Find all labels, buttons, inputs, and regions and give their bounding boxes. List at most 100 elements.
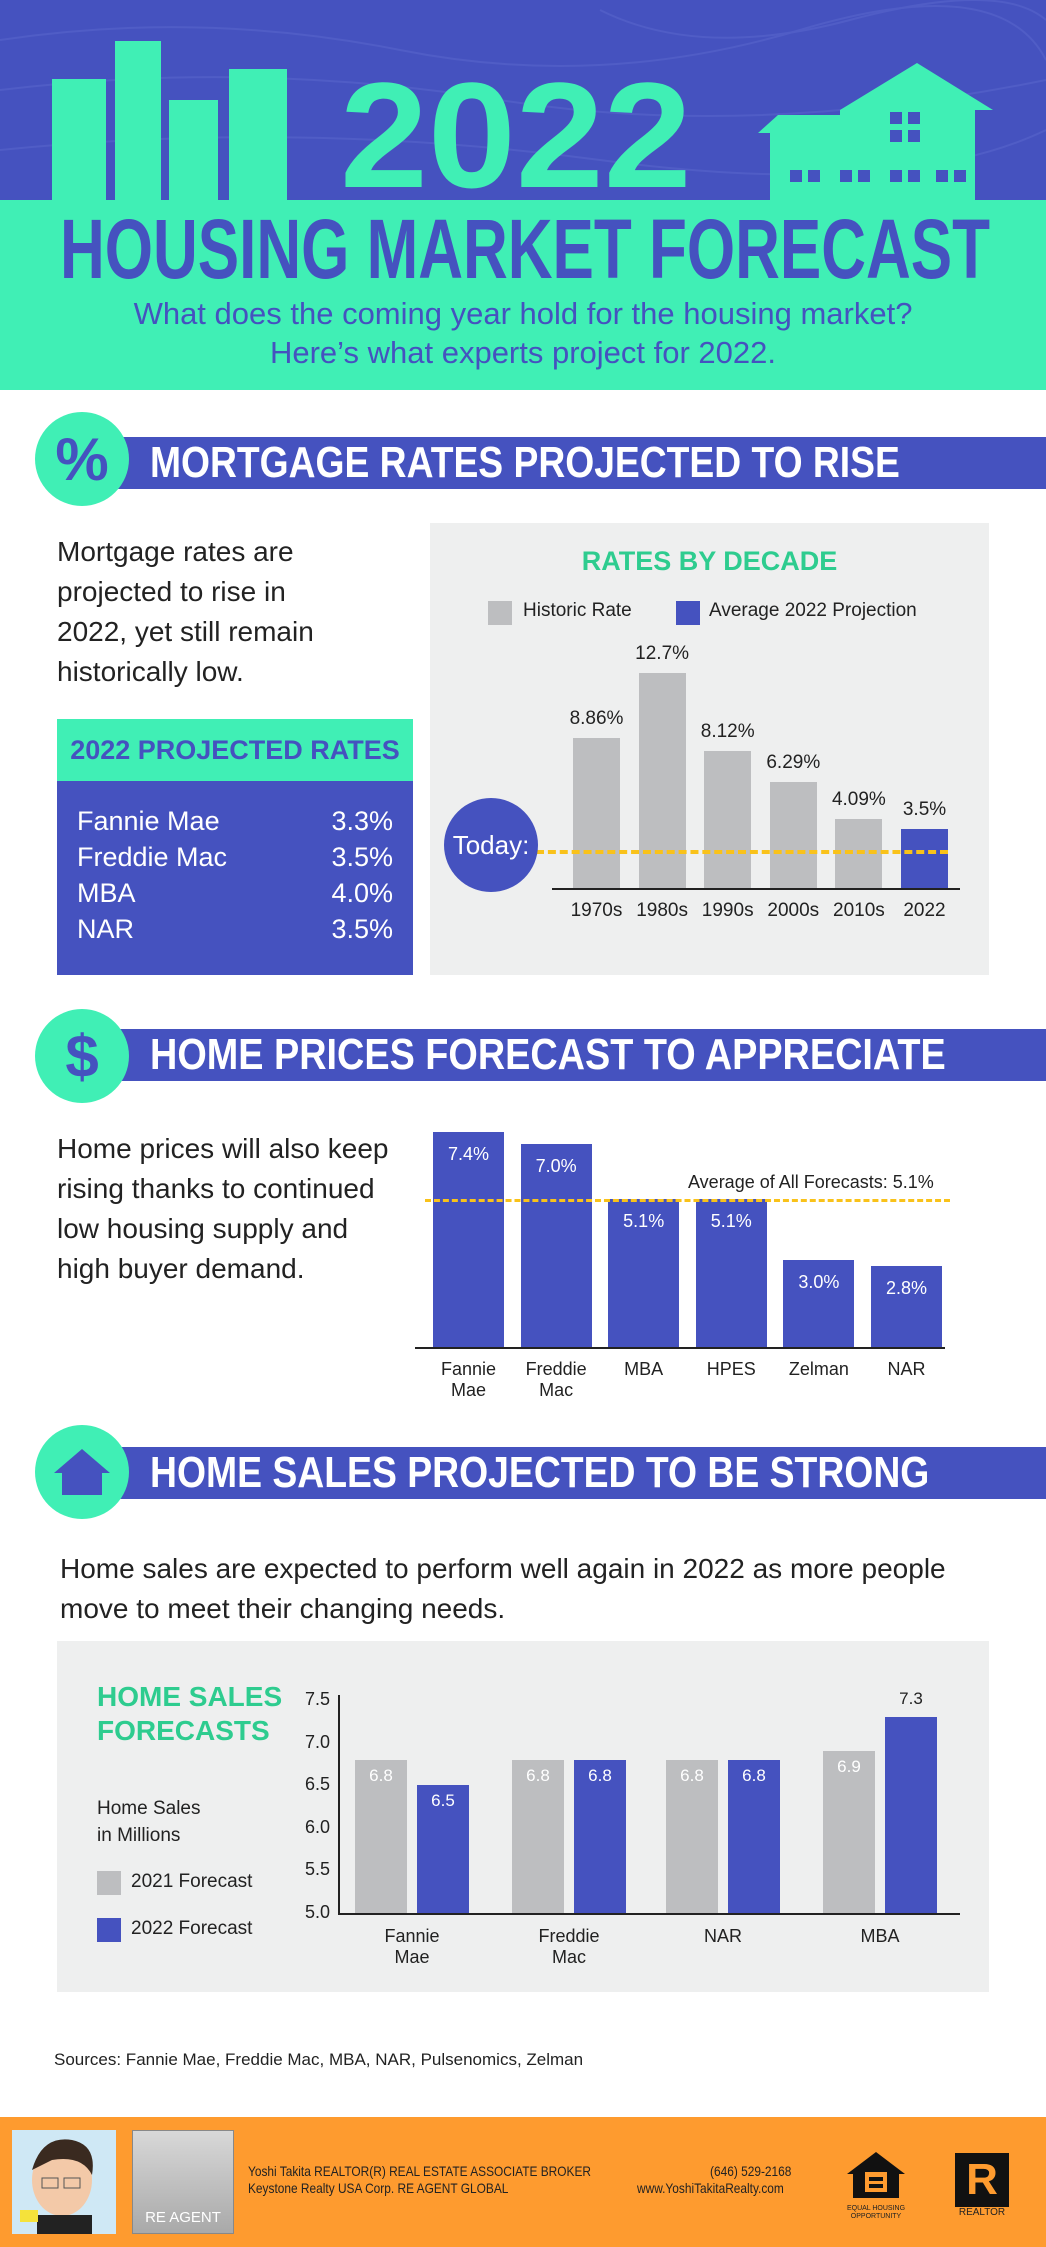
legend-swatch-historic [488, 601, 512, 625]
label-line: Fannie [440, 1359, 497, 1379]
sales-bar [355, 1759, 407, 1913]
sales-description: Home sales are expected to perform well … [60, 1549, 946, 1629]
category-label: Fannie Mae [355, 1926, 469, 1968]
sales-chart-unit: Home Sales in Millions [97, 1795, 201, 1849]
sales-value-label: 6.8 [369, 1765, 393, 1785]
y-tick-label: 6.5 [304, 1774, 330, 1795]
sales-value-label: 7.3 [899, 1689, 923, 1709]
label-line: NAR [887, 1359, 926, 1379]
rate-bar [769, 781, 817, 888]
today-marker: Today: [444, 798, 538, 892]
rate-value-label: 3.5% [902, 798, 947, 820]
category-label: MBA [823, 1926, 937, 1947]
text-line: high buyer demand. [57, 1253, 305, 1284]
sales-bar [885, 1717, 937, 1913]
y-tick-label: 5.5 [304, 1859, 330, 1880]
legend-label-historic: Historic Rate [523, 600, 632, 621]
price-value-label: 5.1% [623, 1211, 665, 1232]
percent-icon: % [35, 412, 129, 506]
house-icon [35, 1425, 129, 1519]
y-tick-label: 6.0 [304, 1816, 330, 1837]
section-mortgage-title: MORTGAGE RATES PROJECTED TO RISE [150, 438, 900, 487]
forecaster-label: MBA [598, 1359, 689, 1380]
text-line: projected to rise in [57, 576, 286, 607]
rate-row: Freddie Mac 3.5% [77, 839, 393, 875]
house-silhouette [758, 63, 993, 200]
price-value-label: 7.4% [447, 1144, 490, 1165]
dollar-icon: $ [35, 1009, 129, 1103]
mortgage-description: Mortgage rates are projected to rise in … [57, 532, 314, 692]
forecaster-label: Freddie Mac [511, 1359, 602, 1401]
price-bar [783, 1260, 855, 1347]
x-axis [338, 1913, 960, 1915]
rate-source: MBA [77, 878, 136, 908]
footer-website[interactable]: www.YoshiTakitaRealty.com [637, 2180, 784, 2196]
header-skyline-illustration [0, 0, 1046, 211]
rate-value-label: 8.12% [700, 720, 755, 742]
projected-rates-title: 2022 PROJECTED RATES [57, 719, 413, 781]
footer-phone[interactable]: (646) 529-2168 [710, 2163, 792, 2179]
y-tick-label: 7.5 [304, 1689, 330, 1709]
sales-bar [823, 1751, 875, 1913]
rate-value: 4.0% [331, 878, 393, 908]
text-line: Home prices will also keep [57, 1133, 389, 1164]
prices-description: Home prices will also keep rising thanks… [57, 1129, 388, 1289]
text-line: rising thanks to continued [57, 1173, 375, 1204]
sales-value-label: 6.9 [837, 1757, 861, 1777]
header-band [0, 200, 1046, 390]
legend-swatch-2022 [97, 1918, 121, 1942]
label-line: MBA [624, 1359, 664, 1379]
legend-label-2021: 2021 Forecast [131, 1871, 253, 1892]
decade-label: 2000s [767, 900, 820, 921]
rates-chart-title: RATES BY DECADE [581, 546, 838, 576]
label-line: Mae [394, 1947, 430, 1967]
sales-value-label: 6.8 [526, 1765, 550, 1785]
y-axis [338, 1695, 340, 1913]
forecaster-label: Fannie Mae [423, 1359, 514, 1401]
text-line: 2022, yet still remain [57, 616, 314, 647]
label-line: Mac [551, 1947, 586, 1967]
decade-label: 2010s [833, 900, 885, 921]
decade-label: 1980s [636, 900, 688, 921]
category-label: Freddie Mac [512, 1926, 626, 1968]
price-value-label: 7.0% [535, 1156, 577, 1176]
header-subtitle-2: Here’s what experts project for 2022. [269, 335, 777, 370]
price-bar [520, 1144, 592, 1347]
forecaster-label: NAR [861, 1359, 952, 1380]
re-agent-logo: RE AGENT [132, 2130, 234, 2234]
section-mortgage-header [86, 437, 1046, 489]
bar-silhouettes [52, 41, 287, 211]
label-line: MBA [860, 1926, 900, 1946]
sales-bar [666, 1759, 718, 1913]
average-line [425, 1199, 950, 1203]
decade-label: 1990s [701, 900, 754, 921]
price-value-label: 3.0% [798, 1272, 840, 1292]
rate-value-label: 8.86% [569, 708, 624, 730]
sales-bar [574, 1759, 626, 1913]
rate-value: 3.5% [331, 914, 393, 944]
y-tick-label: 5.0 [304, 1902, 330, 1922]
category-label: NAR [666, 1926, 780, 1947]
sales-value-label: 6.8 [680, 1765, 704, 1785]
sales-chart-title: HOME SALES FORECASTS [97, 1680, 282, 1748]
rate-value: 3.3% [331, 806, 393, 836]
sales-value-label: 6.8 [742, 1765, 766, 1785]
equal-housing-logo: EQUAL HOUSING OPPORTUNITY [845, 2150, 907, 2221]
today-line [536, 850, 948, 854]
sales-bar [728, 1759, 780, 1913]
sales-bar [512, 1759, 564, 1913]
x-axis [552, 888, 960, 890]
x-axis [415, 1347, 945, 1349]
text-line: Mortgage rates are [57, 536, 294, 567]
section-sales-header [86, 1447, 1046, 1499]
agent-photo [12, 2130, 116, 2234]
label-line: Fannie [384, 1926, 440, 1946]
rates-chart-panel [430, 523, 989, 975]
price-bar [871, 1265, 942, 1347]
footer-line-1: Yoshi Takita REALTOR(R) REAL ESTATE ASSO… [248, 2163, 592, 2179]
sales-bar [417, 1785, 469, 1913]
forecaster-label: Zelman [773, 1359, 864, 1380]
y-tick-label: 7.0 [304, 1731, 330, 1752]
decade-label: 2022 [903, 900, 946, 921]
price-value-label: 2.8% [885, 1277, 928, 1298]
